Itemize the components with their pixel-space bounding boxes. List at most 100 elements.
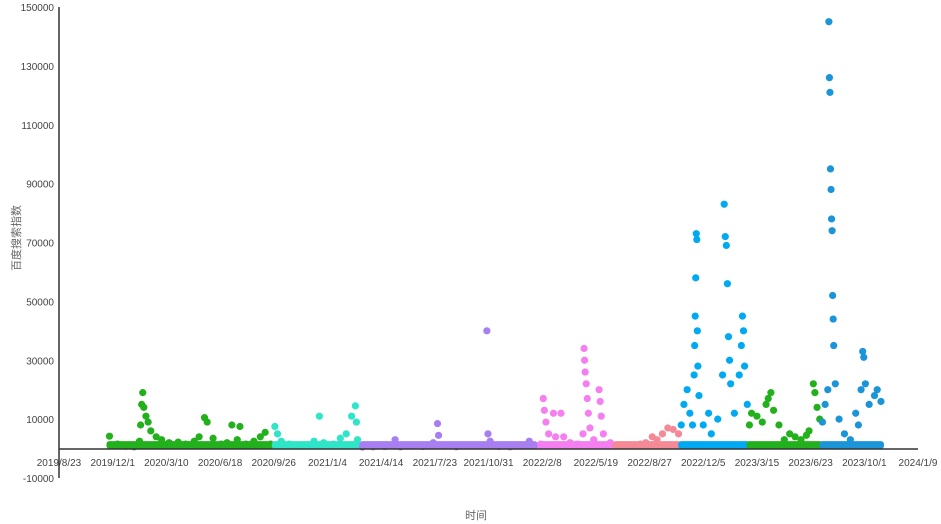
data-point <box>579 430 587 438</box>
data-point <box>825 18 833 26</box>
data-point <box>813 403 821 411</box>
y-tick-label: 110000 <box>21 121 54 132</box>
data-point <box>718 371 727 379</box>
data-point <box>525 437 533 445</box>
data-point <box>121 442 130 450</box>
baseline-band <box>271 441 361 449</box>
data-point <box>484 430 492 438</box>
x-tick-label: 2022/2/8 <box>523 458 562 469</box>
data-point <box>549 409 558 417</box>
data-point <box>596 397 604 406</box>
data-point <box>518 442 526 450</box>
y-tick-label: 10000 <box>26 415 54 426</box>
data-point <box>818 418 827 426</box>
data-point <box>581 368 589 376</box>
data-point <box>574 440 582 448</box>
baseline-band <box>678 441 751 449</box>
data-point <box>320 439 328 447</box>
data-point <box>440 442 449 450</box>
data-point <box>144 418 152 426</box>
data-point <box>586 424 594 432</box>
data-point <box>209 434 217 442</box>
x-tick-label: 2021/7/23 <box>413 458 458 469</box>
data-point <box>826 88 834 96</box>
data-point <box>840 430 849 438</box>
data-point <box>859 347 867 356</box>
y-tick-label: 30000 <box>26 356 54 367</box>
data-point <box>720 200 728 208</box>
data-point <box>705 409 713 417</box>
x-tick-label: 2023/6/23 <box>788 458 833 469</box>
data-point <box>674 430 683 438</box>
data-point <box>658 430 667 438</box>
data-point <box>483 327 491 335</box>
data-point <box>693 327 701 335</box>
data-point <box>735 371 743 379</box>
data-point <box>693 235 701 244</box>
data-point <box>620 442 628 450</box>
data-point <box>805 427 813 435</box>
x-tick-label: 2021/10/31 <box>463 458 513 469</box>
data-point <box>824 386 832 394</box>
data-point <box>273 430 282 438</box>
data-point <box>723 280 732 288</box>
x-tick-label: 2020/6/18 <box>198 458 243 469</box>
data-point <box>873 386 881 394</box>
data-point <box>737 341 745 350</box>
data-point <box>691 312 699 320</box>
data-point <box>797 436 805 444</box>
data-point <box>699 421 707 429</box>
data-point <box>545 430 553 438</box>
data-point <box>695 391 703 400</box>
data-point <box>557 409 565 417</box>
x-axis-title: 时间 <box>465 509 487 522</box>
data-point <box>190 437 198 445</box>
data-point <box>271 422 279 431</box>
data-point <box>758 418 766 426</box>
data-point <box>743 400 751 409</box>
data-point <box>315 412 323 420</box>
y-tick-label: 150000 <box>21 3 55 14</box>
data-point <box>826 165 835 173</box>
data-point <box>831 380 839 388</box>
data-point <box>686 409 694 417</box>
x-tick-label: 2023/3/15 <box>735 458 780 469</box>
data-point <box>351 402 359 410</box>
data-point <box>694 362 702 370</box>
data-point <box>724 333 733 341</box>
data-point <box>722 241 730 250</box>
data-point <box>465 442 473 450</box>
data-point <box>408 442 416 450</box>
data-point <box>677 421 685 429</box>
data-point <box>250 437 258 445</box>
data-point <box>599 430 607 438</box>
data-point <box>738 312 747 320</box>
data-point <box>730 409 738 417</box>
data-point <box>827 215 836 223</box>
data-point <box>203 418 211 426</box>
data-point <box>336 434 344 442</box>
data-point <box>653 436 661 444</box>
data-point <box>242 440 250 448</box>
data-point <box>552 433 560 441</box>
data-point <box>434 431 443 439</box>
data-point <box>809 380 817 388</box>
data-point <box>217 440 225 448</box>
data-point <box>174 438 182 446</box>
series-6 <box>745 380 824 449</box>
x-tick-label: 2024/1/9 <box>899 458 938 469</box>
data-point <box>827 185 835 194</box>
data-point <box>261 428 269 436</box>
x-tick-label: 2021/4/14 <box>359 458 404 469</box>
data-point <box>669 425 677 434</box>
y-tick-label: 130000 <box>21 62 55 73</box>
y-tick-label: -10000 <box>23 474 55 485</box>
data-point <box>642 439 650 447</box>
data-point <box>142 412 150 420</box>
data-point <box>256 433 264 441</box>
x-tick-label: 2022/5/19 <box>574 458 619 469</box>
baseline-band <box>106 441 274 449</box>
data-point <box>135 437 144 445</box>
data-point <box>152 433 160 441</box>
